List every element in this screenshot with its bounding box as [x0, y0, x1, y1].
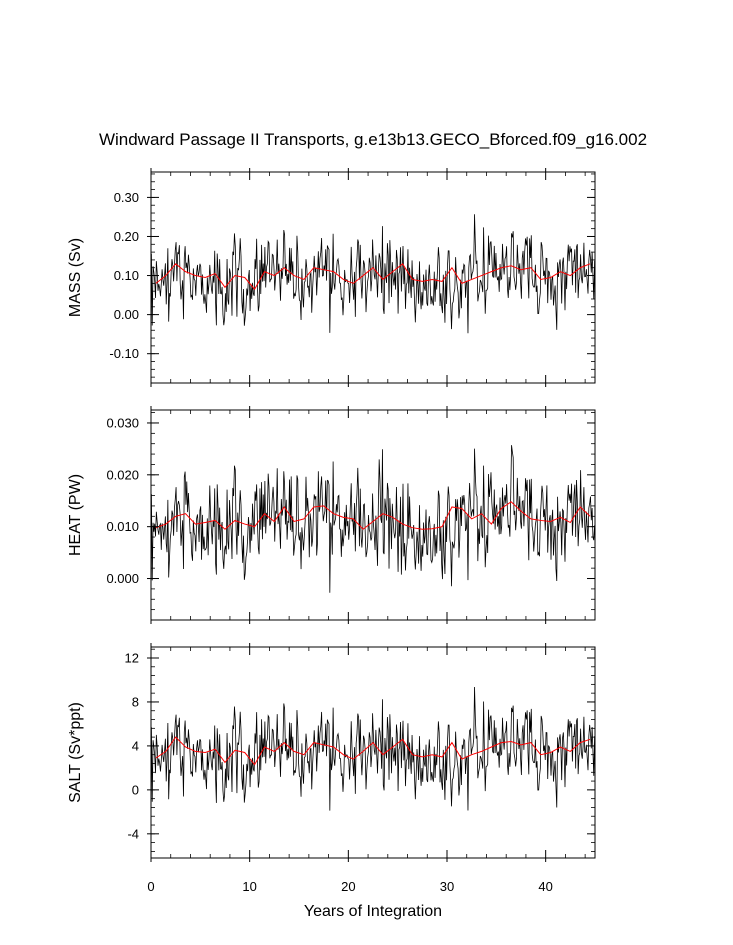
y-tick-label: 12 — [125, 650, 139, 665]
x-tick-label: 30 — [440, 879, 454, 894]
chart-title: Windward Passage II Transports, g.e13b13… — [99, 130, 647, 149]
y-tick-label: 0.10 — [114, 268, 139, 283]
panel-frame — [150, 646, 596, 859]
y-tick-label: 0.010 — [106, 519, 139, 534]
panel-frame — [150, 171, 596, 384]
y-tick-label: 0.20 — [114, 229, 139, 244]
y-tick-label: 0.00 — [114, 307, 139, 322]
monthly-series-line — [151, 214, 595, 334]
monthly-series-line — [151, 445, 595, 593]
y-tick-label: 4 — [132, 738, 139, 753]
x-tick-label: 0 — [147, 879, 154, 894]
panel-1: -0.10 0.00 0.10 0.20 0.30 MASS (Sv) — [67, 168, 596, 387]
panel-frame — [150, 409, 596, 621]
y-axis-label: SALT (Sv*ppt) — [67, 702, 84, 803]
y-tick-label: 0.020 — [106, 467, 139, 482]
annual-mean-line — [155, 263, 591, 291]
panel-3: -4 0 4 8 12 SALT (Sv*ppt) — [67, 643, 596, 862]
annual-mean-line — [155, 501, 591, 530]
y-tick-label: 8 — [132, 694, 139, 709]
y-axis-label: HEAT (PW) — [67, 474, 84, 556]
y-tick-label: 0.030 — [106, 415, 139, 430]
y-tick-label: -0.10 — [109, 346, 139, 361]
y-tick-label: 0.30 — [114, 190, 139, 205]
x-tick-label: 40 — [538, 879, 552, 894]
annual-mean-line — [155, 736, 591, 766]
y-axis-label: MASS (Sv) — [67, 238, 84, 317]
x-tick-label: 20 — [341, 879, 355, 894]
y-tick-label: -4 — [127, 826, 139, 841]
y-tick-label: 0.000 — [106, 571, 139, 586]
panel-2: 0.000 0.010 0.020 0.030 HEAT (PW) — [67, 406, 596, 624]
monthly-series-line — [151, 686, 595, 811]
panels-group: -0.10 0.00 0.10 0.20 0.30 MASS (Sv) 0.000 0.010… — [67, 168, 596, 894]
x-axis-label: Years of Integration — [304, 903, 442, 920]
x-tick-label: 10 — [242, 879, 256, 894]
y-tick-label: 0 — [132, 782, 139, 797]
